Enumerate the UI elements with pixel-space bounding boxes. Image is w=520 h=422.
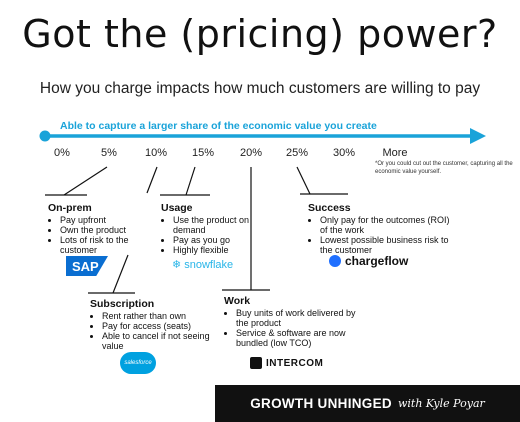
sap-logo: SAP [66, 256, 108, 276]
footer-bar: GROWTH UNHINGED with Kyle Poyar [215, 385, 520, 422]
intercom-icon [250, 357, 262, 369]
model-bullet: Lowest possible business risk to the cus… [320, 235, 458, 255]
snowflake-logo: ❄ snowflake [172, 258, 234, 272]
usage-connector [185, 166, 196, 196]
model-bullet: Rent rather than own [102, 311, 215, 321]
value-arrow-start [39, 130, 51, 142]
model-name: Subscription [90, 298, 155, 310]
model-bullet: Own the product [60, 225, 148, 235]
chargeflow-icon [329, 255, 341, 267]
tick-label: 0% [54, 147, 70, 159]
model-bullet: Able to cancel if not seeing value [102, 331, 215, 351]
model-bullet: Only pay for the outcomes (ROI) of the w… [320, 215, 458, 235]
model-work: Work Buy units of work delivered by the … [224, 296, 364, 348]
page-title: Got the (pricing) power? [22, 12, 498, 56]
model-subscription: Subscription Rent rather than own Pay fo… [90, 299, 215, 351]
model-bullet: Highly flexible [173, 245, 271, 255]
subscription-connector-lower [112, 254, 129, 294]
model-success: Success Only pay for the outcomes (ROI) … [308, 203, 458, 255]
model-bullet: Pay for access (seats) [102, 321, 215, 331]
snowflake-wordmark: snowflake [184, 258, 234, 271]
footer-brand: GROWTH UNHINGED [250, 396, 392, 411]
model-bullet: Service & software are now bundled (low … [236, 328, 364, 348]
model-bullet: Lots of risk to the customer [60, 235, 148, 255]
model-bullet: Pay upfront [60, 215, 148, 225]
value-arrow-head [470, 128, 486, 144]
model-bullet: Pay as you go [173, 235, 271, 245]
tick-label: 25% [285, 147, 309, 159]
chargeflow-logo: chargeflow [329, 254, 408, 268]
tick-label: 30% [332, 147, 356, 159]
model-bullet: Buy units of work delivered by the produ… [236, 308, 364, 328]
page-subtitle: How you charge impacts how much customer… [39, 80, 481, 97]
footer-byline: with Kyle Poyar [397, 397, 485, 410]
model-name: Success [308, 202, 351, 214]
tick-label: 15% [191, 147, 215, 159]
model-name: On-prem [48, 202, 92, 214]
model-bullet: Use the product on demand [173, 215, 271, 235]
tick-label: More [382, 147, 408, 159]
tick-label: 5% [101, 147, 117, 159]
chargeflow-wordmark: chargeflow [345, 254, 409, 268]
tick-label: 10% [144, 147, 168, 159]
tick-label: 20% [239, 147, 263, 159]
snowflake-icon: ❄ [172, 259, 182, 271]
salesforce-logo: salesforce [120, 352, 156, 374]
model-onprem: On-prem Pay upfront Own the product Lots… [48, 203, 148, 255]
model-usage: Usage Use the product on demand Pay as y… [161, 203, 271, 255]
intercom-wordmark: INTERCOM [266, 357, 324, 369]
onprem-connector [63, 166, 108, 196]
subscription-connector [146, 166, 158, 194]
footnote: *Or you could cut out the customer, capt… [375, 161, 513, 175]
model-name: Work [224, 295, 251, 307]
intercom-logo: INTERCOM [250, 357, 323, 369]
arrow-label: Able to capture a larger share of the ec… [60, 120, 377, 132]
success-connector [296, 166, 311, 195]
model-name: Usage [161, 202, 193, 214]
